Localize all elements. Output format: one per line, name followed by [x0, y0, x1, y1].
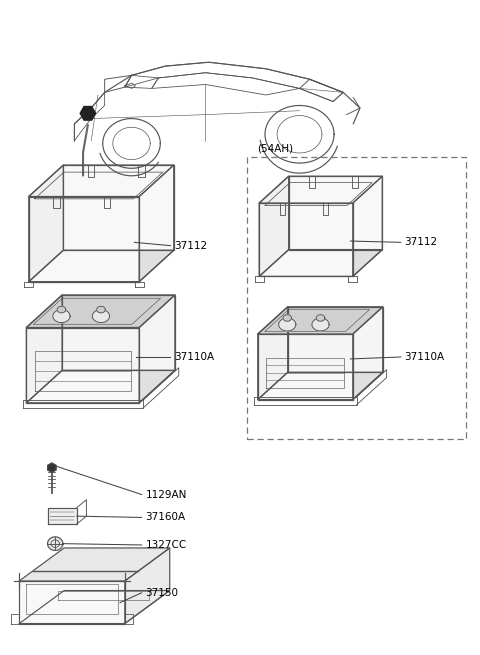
Polygon shape [258, 307, 383, 334]
Polygon shape [283, 314, 291, 321]
Text: 1327CC: 1327CC [145, 540, 187, 550]
Text: 37112: 37112 [174, 240, 207, 251]
Polygon shape [259, 250, 382, 276]
Polygon shape [79, 169, 87, 179]
Text: 37160A: 37160A [145, 512, 186, 523]
Polygon shape [62, 295, 175, 370]
Polygon shape [19, 548, 170, 581]
Polygon shape [19, 591, 170, 624]
Text: 37110A: 37110A [405, 352, 445, 362]
Polygon shape [259, 203, 353, 276]
Polygon shape [139, 165, 174, 282]
Polygon shape [57, 307, 66, 313]
Text: 37110A: 37110A [174, 352, 215, 362]
Polygon shape [125, 548, 170, 624]
Polygon shape [96, 307, 105, 313]
Text: 37150: 37150 [145, 588, 179, 598]
Polygon shape [53, 310, 70, 323]
Bar [247, 157, 466, 439]
Polygon shape [63, 165, 174, 250]
Polygon shape [48, 537, 63, 550]
Polygon shape [92, 310, 109, 323]
Polygon shape [139, 295, 175, 403]
Polygon shape [259, 176, 288, 276]
Polygon shape [29, 165, 63, 282]
Polygon shape [26, 328, 139, 403]
Polygon shape [258, 307, 288, 400]
Text: (54AH): (54AH) [257, 144, 293, 154]
Polygon shape [26, 370, 175, 403]
Polygon shape [316, 314, 325, 321]
Polygon shape [279, 318, 296, 331]
Polygon shape [26, 295, 62, 403]
Polygon shape [48, 508, 77, 524]
Polygon shape [312, 318, 329, 331]
Polygon shape [258, 372, 383, 400]
Polygon shape [258, 334, 353, 400]
Polygon shape [48, 463, 56, 472]
Polygon shape [288, 176, 382, 250]
Polygon shape [80, 107, 96, 120]
Polygon shape [26, 295, 175, 328]
Polygon shape [353, 176, 382, 276]
Text: 1129AN: 1129AN [145, 489, 187, 500]
Polygon shape [29, 196, 139, 282]
Polygon shape [29, 250, 174, 282]
Polygon shape [288, 307, 383, 372]
Polygon shape [353, 307, 383, 400]
Text: 37112: 37112 [405, 237, 438, 248]
Polygon shape [19, 581, 125, 624]
